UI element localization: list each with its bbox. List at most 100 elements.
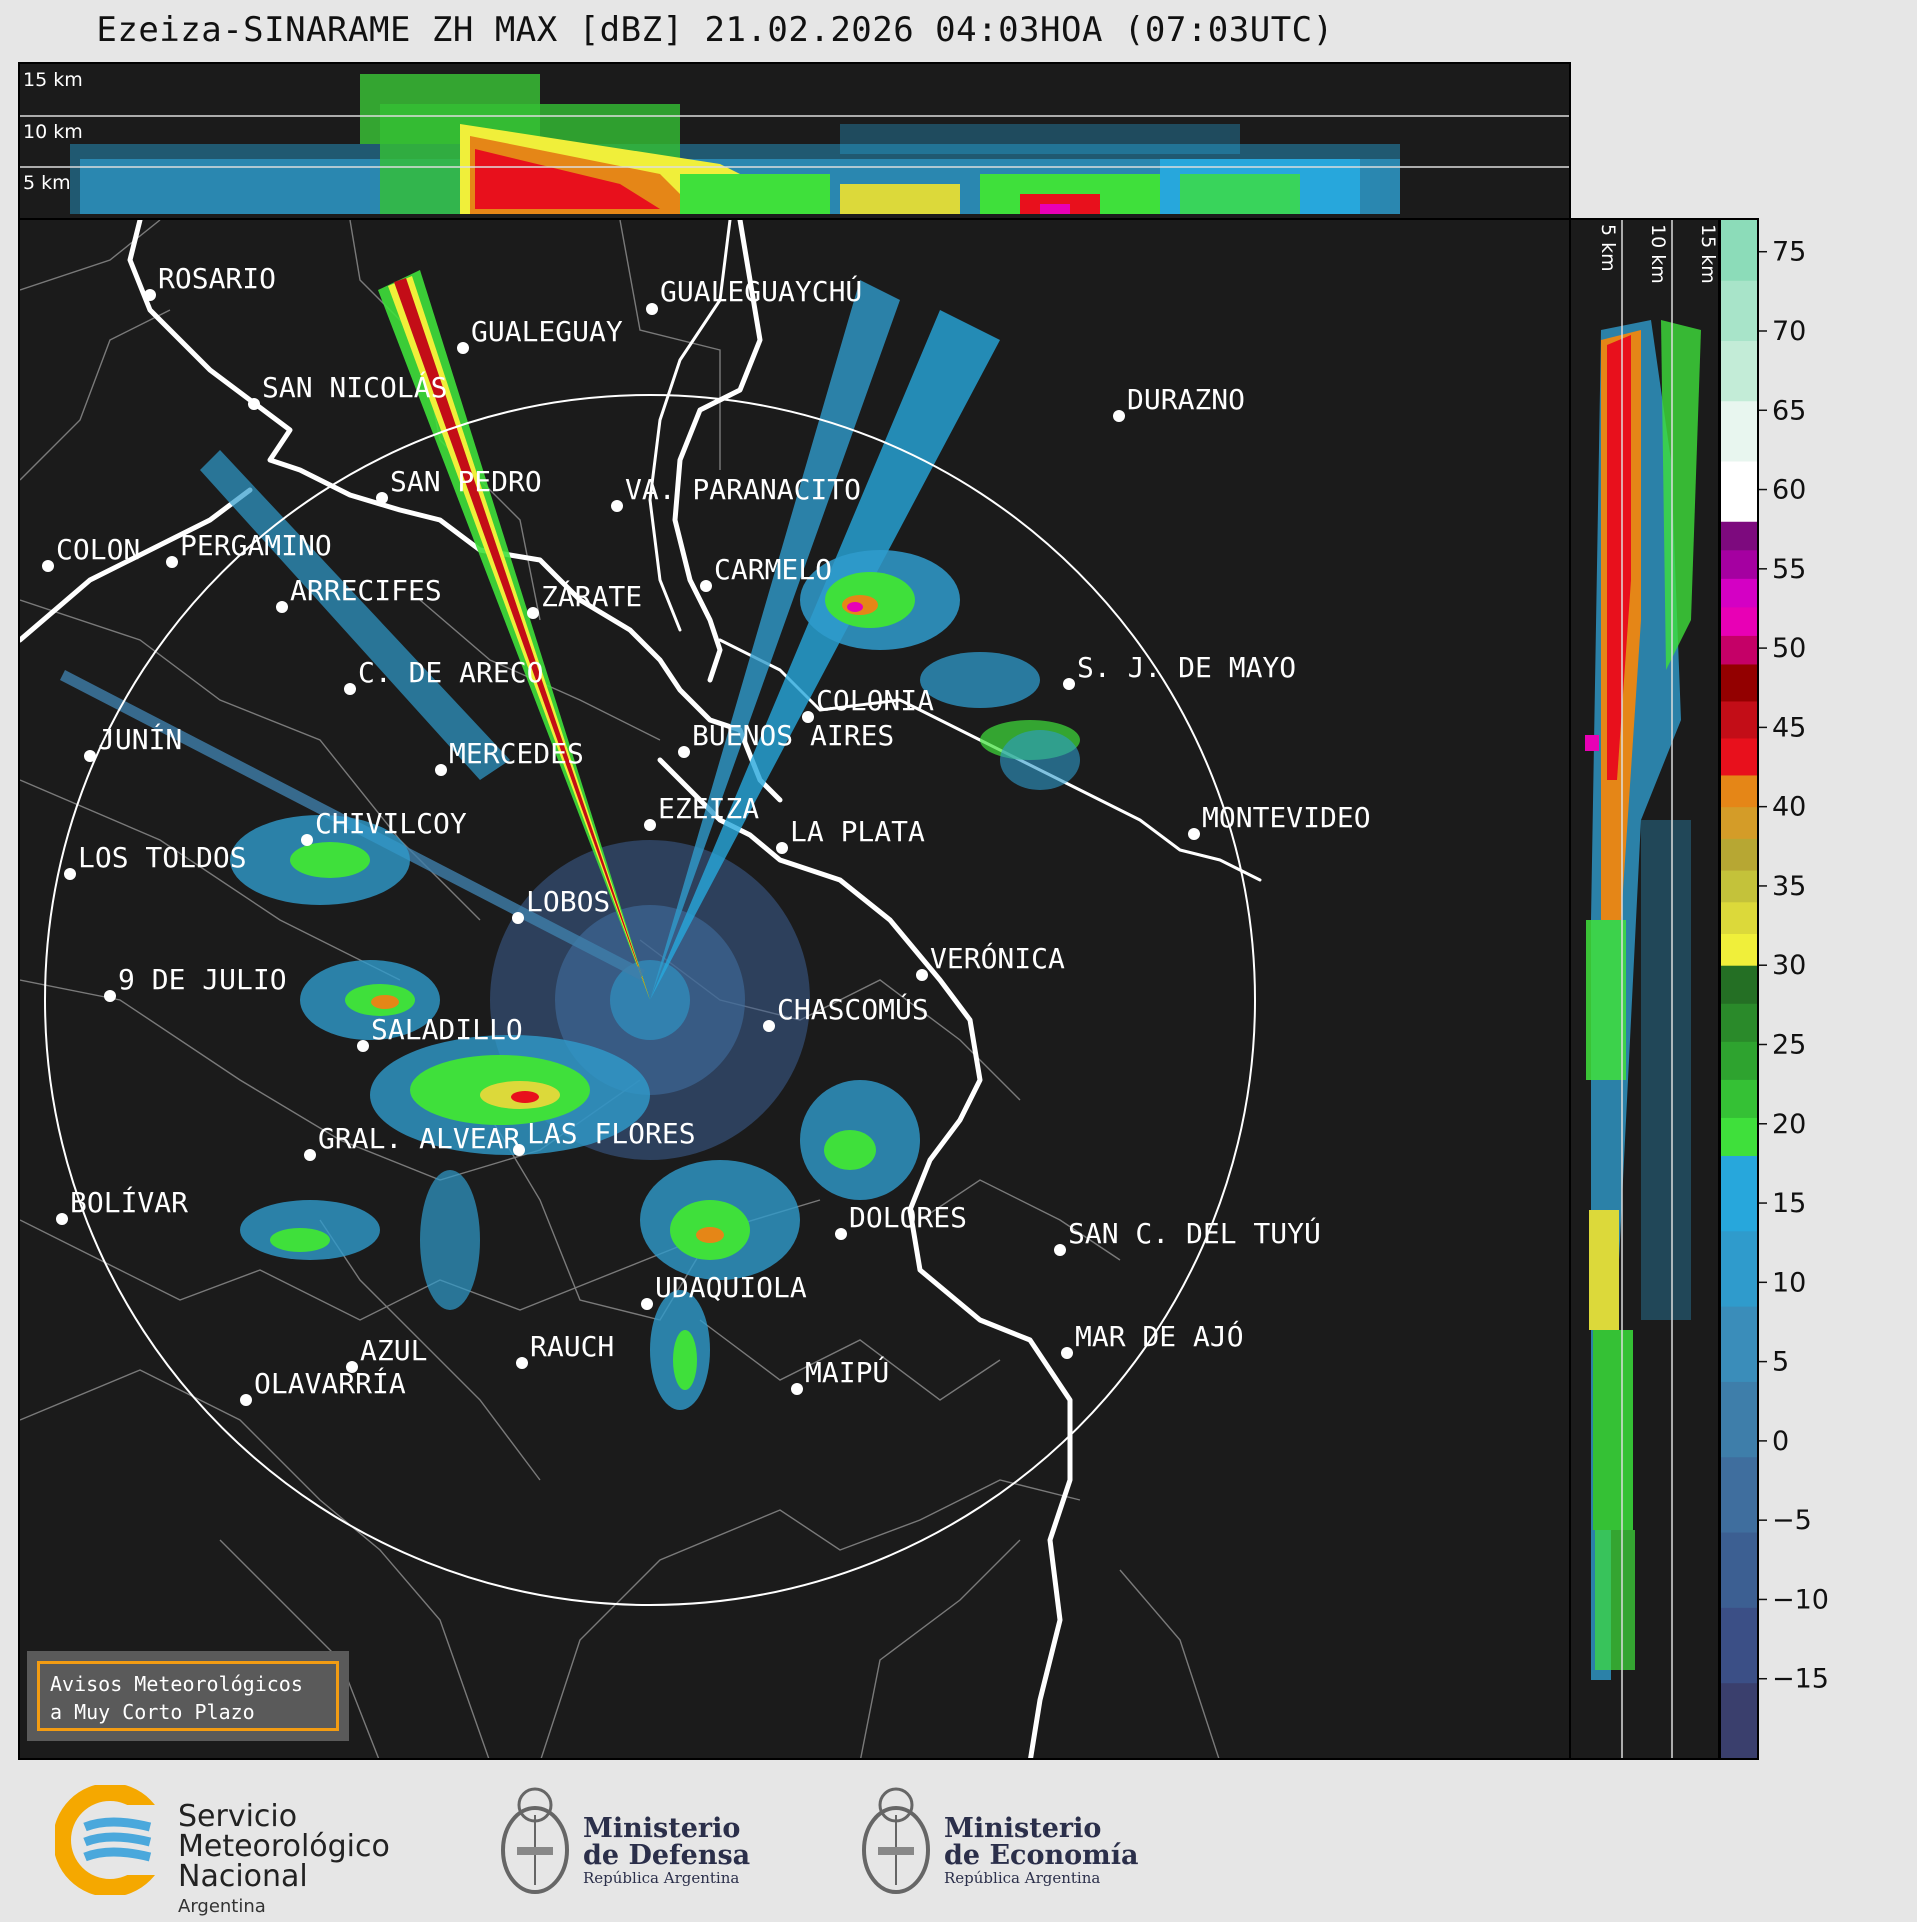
colorbar-band xyxy=(1721,220,1757,281)
colorbar-tick-label: 15 xyxy=(1772,1188,1806,1219)
colorbar-band xyxy=(1721,838,1757,871)
radar-echoes xyxy=(60,270,1080,1410)
short-term-warnings-frame: Avisos Meteorológicos a Muy Corto Plazo xyxy=(37,1661,339,1731)
chart-title: Ezeiza-SINARAME ZH MAX [dBZ] 21.02.2026 … xyxy=(96,10,1334,50)
city-label: VERÓNICA xyxy=(930,941,1065,975)
city-markers xyxy=(42,289,1200,1406)
radar-map: ROSARIO GUALEGUAYCHÚ GUALEGUAY SAN NICOL… xyxy=(18,218,1571,1760)
smn-logo: Servicio Meteorológico Nacional Argentin… xyxy=(55,1785,390,1917)
colorbar-band xyxy=(1721,1041,1757,1080)
footer-logos: Servicio Meteorológico Nacional Argentin… xyxy=(0,1765,1917,1917)
colorbar-tick-label: −10 xyxy=(1772,1584,1829,1615)
economia-logo: Ministerio de Economía República Argenti… xyxy=(856,1775,1138,1900)
top-altitude-label-5km: 5 km xyxy=(23,172,71,194)
colorbar-tick-label: 50 xyxy=(1772,633,1806,664)
city-label: GUALEGUAYCHÚ xyxy=(660,274,862,308)
colorbar-band xyxy=(1721,1155,1757,1232)
city-label: GRAL. ALVEAR xyxy=(318,1122,520,1155)
smn-line-3: Nacional xyxy=(178,1859,308,1894)
city-label: SAN PEDRO xyxy=(390,465,542,498)
dbz-colorbar xyxy=(1719,218,1759,1760)
top-altitude-label-15km: 15 km xyxy=(23,69,83,91)
city-label: LAS FLORES xyxy=(527,1117,696,1150)
colorbar-band xyxy=(1721,280,1757,342)
colorbar-tick-label: 40 xyxy=(1772,792,1806,823)
defensa-line-3: República Argentina xyxy=(583,1869,740,1887)
coastlines-and-rivers xyxy=(20,220,1262,1758)
colorbar-tick-label: 5 xyxy=(1772,1347,1789,1378)
colorbar-tick-label: 55 xyxy=(1772,554,1806,585)
city-label: 9 DE JULIO xyxy=(118,963,287,996)
city-label: PERGAMINO xyxy=(180,529,332,562)
colorbar-band xyxy=(1721,521,1757,551)
colorbar-tick-label: 70 xyxy=(1772,316,1806,347)
colorbar-band xyxy=(1721,870,1757,903)
city-label: RAUCH xyxy=(530,1330,614,1363)
city-label: LA PLATA xyxy=(790,815,925,848)
side-altitude-label-15km: 15 km xyxy=(1697,224,1719,284)
colorbar-band xyxy=(1721,700,1757,739)
colorbar-band xyxy=(1721,340,1757,402)
colorbar-band xyxy=(1721,1230,1757,1307)
city-label: LOS TOLDOS xyxy=(78,841,247,874)
defensa-line-2: de Defensa xyxy=(583,1840,751,1871)
colorbar-tick-label: 35 xyxy=(1772,871,1806,902)
colorbar-tick-label: 0 xyxy=(1772,1426,1789,1457)
colorbar-band xyxy=(1721,737,1757,776)
colorbar-band xyxy=(1721,1532,1757,1608)
city-label: COLONIA xyxy=(816,684,934,717)
colorbar-band xyxy=(1721,774,1757,808)
coat-of-arms-icon xyxy=(501,1787,569,1894)
smn-line-1: Servicio xyxy=(178,1799,298,1834)
city-label: MAR DE AJÓ xyxy=(1075,1319,1244,1353)
colorbar-band xyxy=(1721,901,1757,935)
city-label: ARRECIFES xyxy=(290,574,442,607)
city-label: EZEIZA xyxy=(658,792,759,825)
colorbar-band xyxy=(1721,400,1757,462)
economia-line-2: de Economía xyxy=(944,1840,1139,1871)
city-label: ROSARIO xyxy=(158,262,276,295)
defensa-logo: Ministerio de Defensa República Argentin… xyxy=(495,1775,750,1900)
warnings-line-1: Avisos Meteorológicos xyxy=(50,1672,303,1696)
side-echo-profile xyxy=(1585,320,1701,1680)
colorbar-tick-label: 60 xyxy=(1772,475,1806,506)
colorbar-band xyxy=(1721,1456,1757,1533)
city-label: CHASCOMÚS xyxy=(777,992,929,1026)
city-label: DOLORES xyxy=(849,1201,967,1234)
city-label: CARMELO xyxy=(714,553,832,586)
smn-emblem-icon xyxy=(55,1785,175,1895)
city-label: COLON xyxy=(56,533,140,566)
colorbar-tick-label: 75 xyxy=(1772,237,1806,268)
colorbar-band xyxy=(1721,1306,1757,1382)
colorbar-tick-label: 45 xyxy=(1772,712,1806,743)
short-term-warnings-box[interactable]: Avisos Meteorológicos a Muy Corto Plazo xyxy=(27,1651,349,1741)
city-label: UDAQUIOLA xyxy=(655,1271,807,1304)
top-height-profile: 15 km 10 km 5 km xyxy=(18,62,1571,220)
colorbar-tick-label: 30 xyxy=(1772,950,1806,981)
city-label: SALADILLO xyxy=(371,1013,523,1046)
side-height-profile: 5 km 10 km 15 km xyxy=(1569,218,1720,1760)
colorbar-band xyxy=(1721,1003,1757,1042)
colorbar-tick-label: −5 xyxy=(1772,1505,1812,1536)
side-altitude-label-10km: 10 km xyxy=(1647,224,1669,284)
city-label: AZUL xyxy=(360,1334,427,1367)
city-labels: ROSARIO GUALEGUAYCHÚ GUALEGUAY SAN NICOL… xyxy=(56,262,1371,1400)
city-label: GUALEGUAY xyxy=(471,315,623,348)
city-label: MERCEDES xyxy=(449,737,584,770)
city-label: BOLÍVAR xyxy=(70,1185,188,1219)
colorbar-tick-label: −15 xyxy=(1772,1664,1829,1695)
colorbar-tick-label: 65 xyxy=(1772,395,1806,426)
smn-line-4: Argentina xyxy=(178,1896,266,1917)
colorbar-band xyxy=(1721,1607,1757,1684)
colorbar-band xyxy=(1721,606,1757,636)
city-label: CHIVILCOY xyxy=(315,807,467,840)
side-altitude-label-5km: 5 km xyxy=(1597,224,1619,272)
city-label: JUNÍN xyxy=(98,722,182,756)
economia-wordmark: Ministerio de Economía República Argenti… xyxy=(944,1815,1138,1887)
smn-line-2: Meteorológico xyxy=(178,1829,390,1864)
colorbar-band xyxy=(1721,461,1757,522)
city-label: DURAZNO xyxy=(1127,383,1245,416)
warnings-line-2: a Muy Corto Plazo xyxy=(50,1700,255,1724)
coat-of-arms-icon xyxy=(862,1787,930,1894)
